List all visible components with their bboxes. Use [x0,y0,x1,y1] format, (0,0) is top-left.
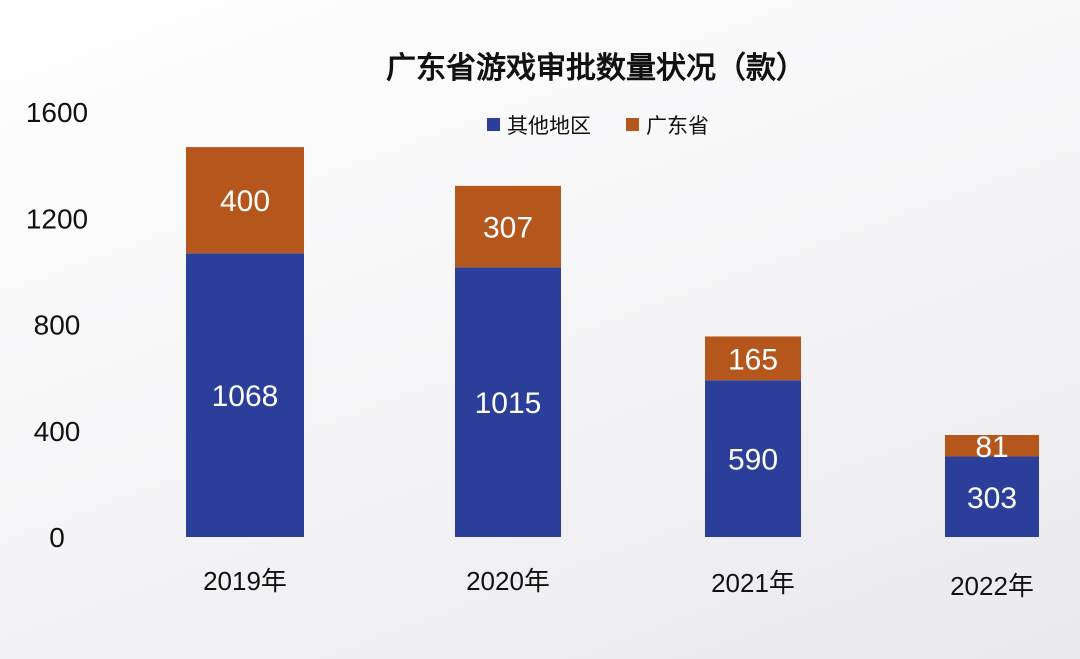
legend-label: 广东省 [646,114,709,138]
y-axis: 0 400 800 1200 1600 [26,97,88,553]
data-label: 590 [728,444,778,477]
x-tick-label: 2020年 [466,566,550,596]
x-axis: 2019年 2020年 2021年 2022年 [203,566,1034,601]
bar-segment [705,380,801,537]
data-label: 400 [220,185,270,218]
data-label: 1068 [212,380,279,413]
bar-segment [455,185,561,268]
data-label: 303 [967,482,1017,515]
bar-segment [705,336,801,381]
legend-swatch [487,118,500,131]
bar-segment [186,147,304,254]
data-label: 165 [728,343,778,376]
chart-title: 广东省游戏审批数量状况（款） [386,51,806,86]
legend-swatch [626,118,639,131]
bar-segment [945,435,1039,457]
data-label: 307 [483,212,533,245]
bar-segment [455,267,561,537]
x-tick-label: 2021年 [711,568,795,598]
y-tick-label: 800 [34,310,81,341]
x-tick-label: 2022年 [950,571,1034,601]
x-tick-label: 2019年 [203,566,287,596]
legend-label: 其他地区 [507,114,591,138]
y-tick-label: 1600 [26,97,88,128]
chart-legend: 其他地区 广东省 [487,114,709,138]
bars: 1068 400 1015 307 590 165 303 81 [186,147,1039,537]
data-label: 1015 [475,387,542,420]
y-tick-label: 0 [49,522,65,553]
y-tick-label: 400 [34,416,81,447]
bar-segment [945,456,1039,537]
data-label: 81 [975,431,1008,464]
y-tick-label: 1200 [26,203,88,234]
bar-segment [186,253,304,537]
